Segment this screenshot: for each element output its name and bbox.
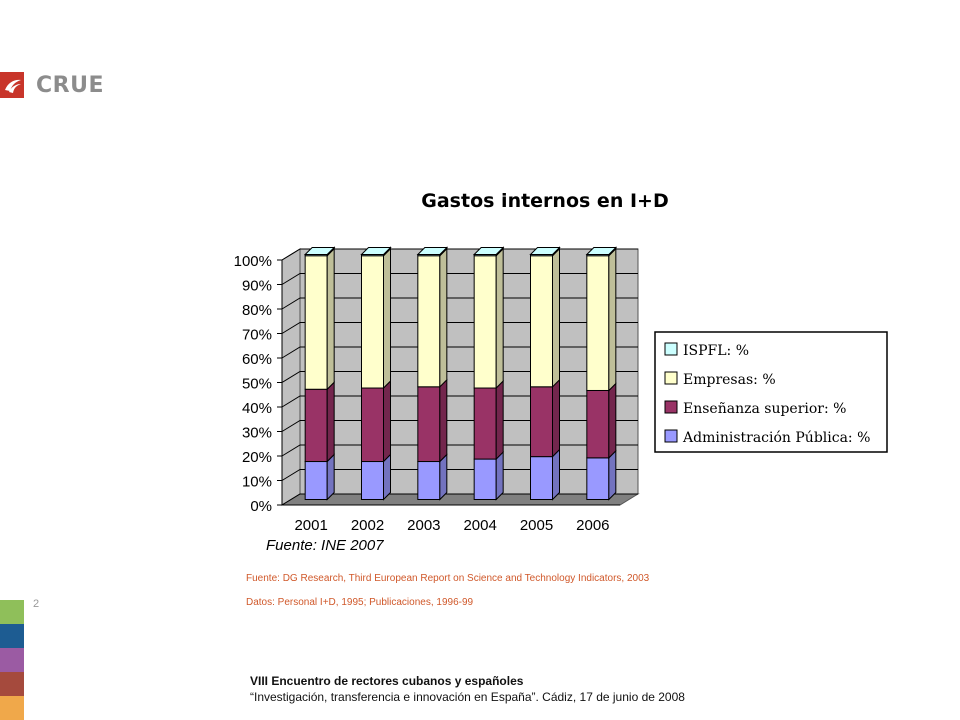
bar-segment	[530, 386, 553, 458]
bar-segment	[417, 461, 441, 500]
bar-segment	[586, 389, 610, 459]
y-gridline	[281, 493, 638, 506]
y-tick-label: 50%	[242, 376, 272, 393]
side-color-block	[0, 600, 24, 624]
chart-legend	[654, 331, 888, 453]
bar-segment	[361, 387, 384, 463]
bar-segment	[361, 255, 384, 389]
chart-title: Gastos internos en I+D	[421, 190, 668, 212]
bar-segment-side	[439, 453, 448, 501]
y-gridline	[281, 297, 638, 310]
bar-segment-side	[383, 247, 391, 390]
bar-segment	[530, 255, 553, 388]
legend-swatch	[664, 400, 678, 414]
x-tick-label: 2003	[407, 517, 440, 534]
bar-segment	[304, 255, 328, 390]
y-tick-label: 100%	[234, 253, 272, 270]
y-gridline	[281, 395, 638, 408]
bar-segment-side	[552, 378, 560, 458]
y-tick-label: 60%	[242, 351, 272, 368]
bar-segment-side	[383, 379, 391, 463]
legend-label: Administración Pública: %	[682, 430, 870, 446]
y-gridline	[281, 444, 638, 457]
y-tick-label: 10%	[242, 474, 272, 491]
bar-segment-side	[495, 379, 504, 461]
legend-label: Enseñanza superior: %	[683, 401, 846, 417]
crue-logo: CRUE	[0, 70, 104, 100]
legend-label: Empresas: %	[683, 372, 776, 388]
legend-swatch	[664, 371, 678, 385]
chart-source: Fuente: INE 2007	[266, 537, 384, 554]
bar-segment-side	[552, 448, 560, 501]
chart-floor	[280, 493, 640, 506]
bar-top	[529, 247, 561, 255]
x-tick-label: 2001	[294, 517, 327, 534]
bar-top	[416, 247, 449, 255]
bar-segment	[417, 255, 441, 388]
bar-segment-side	[439, 247, 448, 389]
x-tick-label: 2005	[520, 517, 553, 534]
bar-segment	[473, 255, 497, 389]
y-tick-label: 90%	[242, 278, 272, 295]
bar-segment-side	[608, 247, 617, 392]
bar-segment-side	[326, 247, 335, 391]
y-tick-label: 30%	[242, 425, 272, 442]
bar-segment	[417, 386, 441, 463]
side-color-block	[0, 648, 24, 672]
y-gridline	[281, 371, 638, 383]
brand-name: CRUE	[36, 72, 104, 98]
side-color-block	[0, 672, 24, 696]
y-gridline	[281, 248, 638, 261]
crue-logo-icon	[0, 72, 24, 98]
bar-segment-side	[383, 453, 391, 501]
bar-segment	[473, 458, 497, 501]
footer-event-title: VIII Encuentro de rectores cubanos y esp…	[250, 674, 524, 688]
source-note-1: Fuente: DG Research, Third European Repo…	[246, 573, 650, 584]
bar-segment	[586, 457, 610, 501]
legend-swatch	[664, 342, 678, 356]
y-tick-label: 0%	[250, 498, 272, 515]
bar-segment	[361, 461, 384, 500]
bar-segment-side	[608, 382, 617, 460]
source-note-2: Datos: Personal I+D, 1995; Publicaciones…	[246, 597, 474, 608]
bar-segment	[304, 388, 328, 463]
bar-top	[585, 247, 618, 255]
bar-segment	[473, 387, 497, 460]
legend-swatch	[664, 429, 678, 443]
side-color-block	[0, 696, 24, 720]
bar-top	[472, 247, 505, 255]
page-number: 2	[33, 598, 40, 610]
bar-top	[360, 247, 392, 255]
bar-segment-side	[326, 381, 335, 463]
bar-segment-side	[326, 453, 335, 501]
y-gridline	[281, 322, 638, 334]
y-gridline	[281, 420, 638, 432]
bar-top	[303, 247, 336, 255]
bar-segment	[304, 461, 328, 500]
y-tick-label: 70%	[242, 327, 272, 344]
x-tick-label: 2002	[351, 517, 384, 534]
bar-segment-side	[495, 247, 504, 390]
y-tick-label: 40%	[242, 400, 272, 417]
bar-segment-side	[552, 247, 560, 389]
x-tick-label: 2006	[576, 517, 609, 534]
x-tick-label: 2004	[463, 517, 496, 534]
bar-segment-side	[495, 450, 504, 501]
bar-segment-side	[439, 378, 448, 463]
footer-event-subtitle: “Investigación, transferencia e innovaci…	[250, 690, 685, 704]
y-gridline	[281, 273, 638, 285]
y-gridline	[281, 346, 638, 359]
y-tick-label: 20%	[242, 449, 272, 466]
bar-segment	[530, 456, 553, 500]
bar-segment-side	[608, 449, 617, 501]
side-color-block	[0, 624, 24, 648]
legend-label: ISPFL: %	[683, 343, 749, 359]
bar-segment	[586, 255, 610, 391]
y-tick-label: 80%	[242, 302, 272, 319]
y-gridline	[281, 469, 638, 481]
